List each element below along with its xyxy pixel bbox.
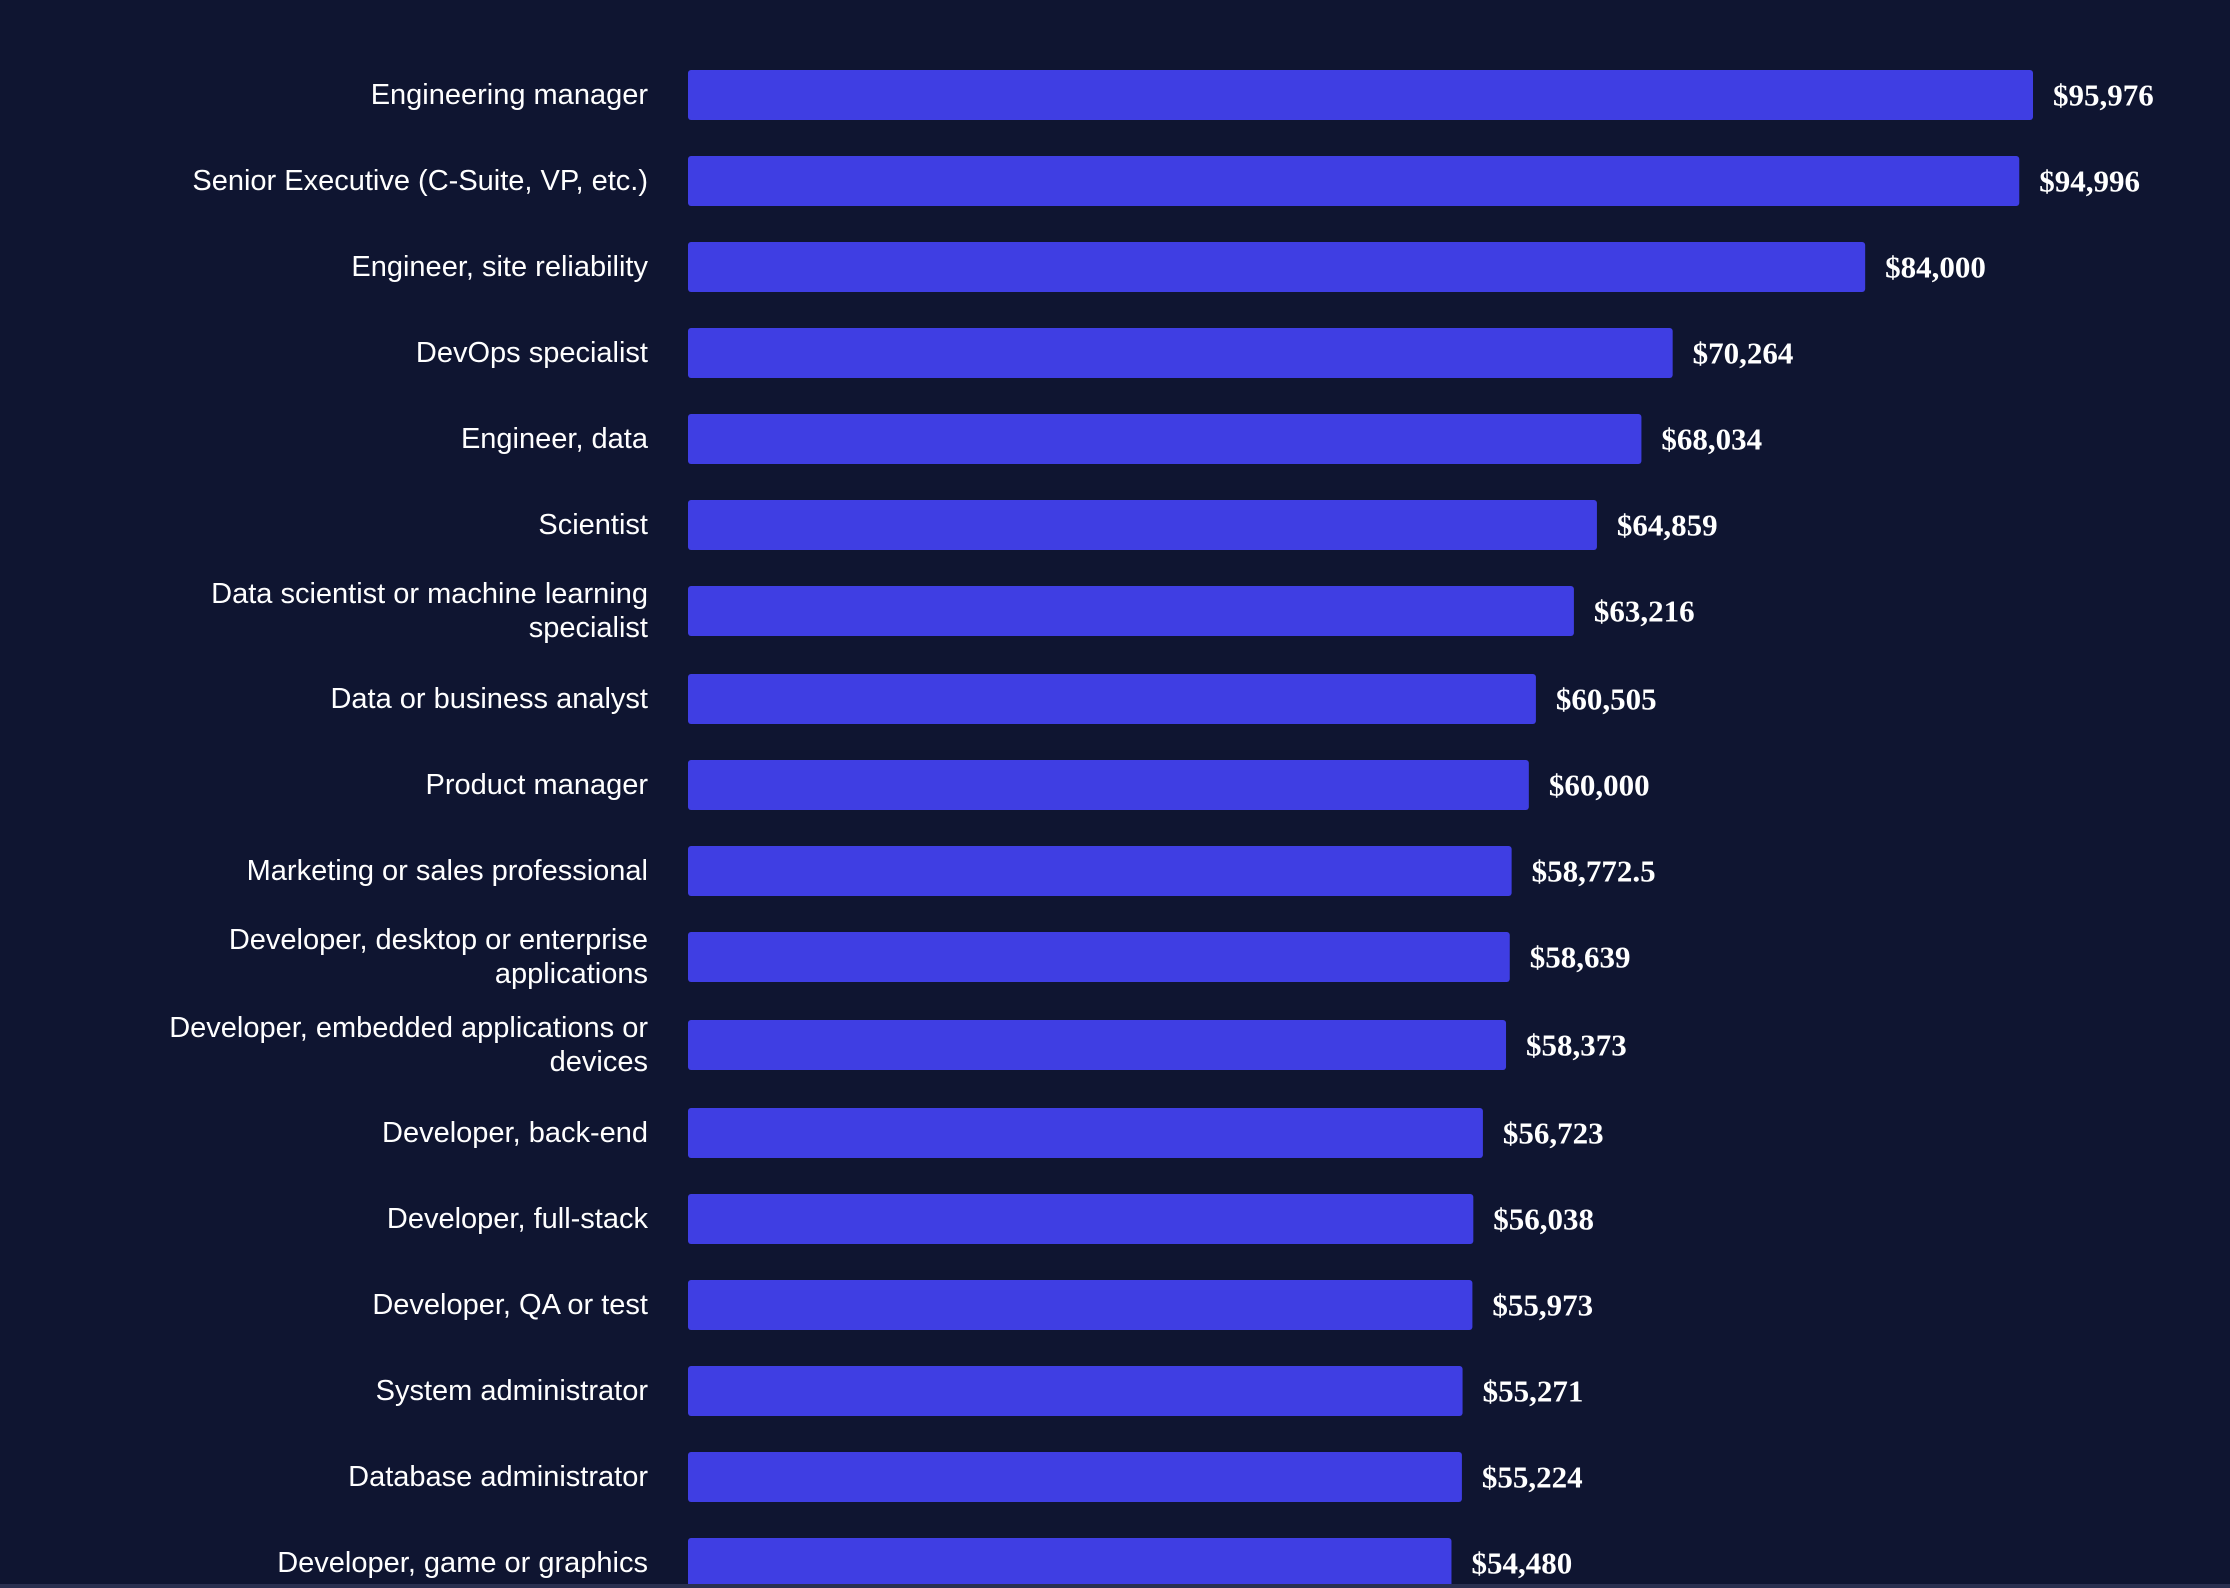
value-label-12: $56,723 — [1503, 1116, 1604, 1151]
bar-5 — [688, 500, 1597, 550]
bar-7 — [688, 674, 1536, 724]
category-label-line: Marketing or sales professional — [247, 855, 648, 887]
category-label-13: Developer, full-stack — [387, 1203, 649, 1235]
category-label-line: Scientist — [538, 509, 648, 541]
bar-2 — [688, 242, 1866, 292]
category-label-6: Data scientist or machine learning specia… — [211, 578, 648, 644]
category-label-7: Data or business analyst — [330, 683, 648, 715]
bar-9 — [688, 846, 1512, 896]
category-label-line: System administrator — [376, 1375, 649, 1407]
value-label-8: $60,000 — [1549, 768, 1650, 803]
category-label-line: Developer, game or graphics — [277, 1547, 648, 1579]
category-label-3: DevOps specialist — [416, 337, 648, 369]
category-label-12: Developer, back-end — [382, 1117, 648, 1149]
bar-1 — [688, 156, 2020, 206]
value-label-0: $95,976 — [2053, 78, 2154, 113]
category-label-line: Developer, full-stack — [387, 1203, 649, 1235]
category-label-5: Scientist — [538, 509, 648, 541]
category-label-0: Engineering manager — [371, 79, 649, 111]
category-label-line: Product manager — [426, 769, 649, 801]
category-label-line: specialist — [529, 612, 648, 644]
category-label-line: Developer, desktop or enterprise — [229, 924, 648, 956]
bar-6 — [688, 586, 1574, 636]
value-label-15: $55,271 — [1483, 1374, 1584, 1409]
value-label-17: $54,480 — [1471, 1546, 1572, 1581]
category-label-line: DevOps specialist — [416, 337, 648, 369]
category-label-line: Senior Executive (C-Suite, VP, etc.) — [192, 165, 648, 197]
bar-12 — [688, 1108, 1483, 1158]
category-label-line: Developer, QA or test — [372, 1289, 648, 1321]
category-label-1: Senior Executive (C-Suite, VP, etc.) — [192, 165, 648, 197]
category-label-line: Database administrator — [348, 1461, 648, 1493]
category-label-4: Engineer, data — [461, 423, 649, 455]
category-label-line: Data scientist or machine learning — [211, 578, 648, 610]
category-label-9: Marketing or sales professional — [247, 855, 648, 887]
value-label-4: $68,034 — [1661, 422, 1762, 457]
bar-17 — [688, 1538, 1452, 1588]
category-label-line: Engineer, site reliability — [351, 251, 648, 283]
value-label-14: $55,973 — [1492, 1288, 1593, 1323]
bar-16 — [688, 1452, 1462, 1502]
bar-3 — [688, 328, 1673, 378]
bar-10 — [688, 932, 1510, 982]
value-label-2: $84,000 — [1885, 250, 1986, 285]
category-label-line: Developer, back-end — [382, 1117, 648, 1149]
value-label-13: $56,038 — [1493, 1202, 1594, 1237]
value-label-3: $70,264 — [1693, 336, 1794, 371]
value-label-11: $58,373 — [1526, 1028, 1627, 1063]
value-label-6: $63,216 — [1594, 594, 1695, 629]
bar-11 — [688, 1020, 1507, 1070]
value-label-5: $64,859 — [1617, 508, 1718, 543]
bar-15 — [688, 1366, 1463, 1416]
bottom-divider — [0, 1584, 2230, 1588]
category-label-10: Developer, desktop or enterprise applicat… — [229, 924, 648, 990]
value-label-7: $60,505 — [1556, 682, 1657, 717]
category-label-16: Database administrator — [348, 1461, 648, 1493]
bar-14 — [688, 1280, 1473, 1330]
category-label-8: Product manager — [426, 769, 649, 801]
category-label-14: Developer, QA or test — [372, 1289, 648, 1321]
category-label-17: Developer, game or graphics — [277, 1547, 648, 1579]
category-label-line: Data or business analyst — [330, 683, 648, 715]
bar-8 — [688, 760, 1529, 810]
category-label-15: System administrator — [376, 1375, 649, 1407]
category-label-line: devices — [550, 1046, 648, 1078]
category-label-line: Engineering manager — [371, 79, 649, 111]
value-label-9: $58,772.5 — [1532, 854, 1656, 889]
bar-4 — [688, 414, 1642, 464]
value-label-16: $55,224 — [1482, 1460, 1583, 1495]
bar-13 — [688, 1194, 1474, 1244]
category-label-2: Engineer, site reliability — [351, 251, 648, 283]
value-label-1: $94,996 — [2039, 164, 2140, 199]
category-label-line: applications — [495, 958, 648, 990]
bar-0 — [688, 70, 2033, 120]
category-label-line: Developer, embedded applications or — [169, 1012, 648, 1044]
category-label-line: Engineer, data — [461, 423, 649, 455]
category-label-11: Developer, embedded applications or devic… — [169, 1012, 648, 1078]
value-label-10: $58,639 — [1530, 940, 1631, 975]
